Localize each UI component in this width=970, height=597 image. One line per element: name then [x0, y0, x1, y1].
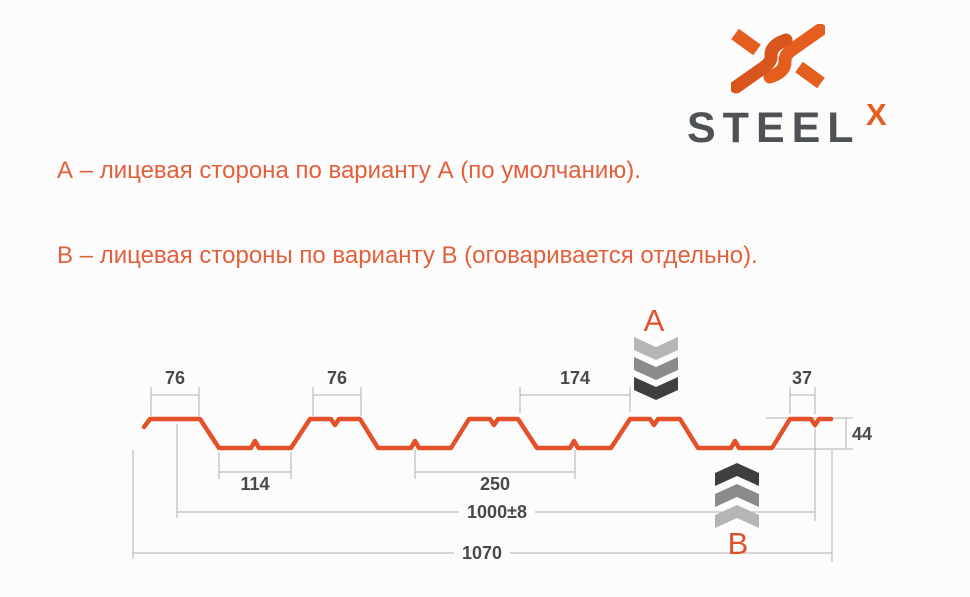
- variant-b-chevrons-icon: [715, 463, 759, 528]
- chevron-down-mid-icon: [634, 357, 678, 380]
- brand-x-suffix: X: [866, 97, 887, 132]
- chevron-up-light-icon: [715, 505, 759, 528]
- logo-arm-top-left: [731, 28, 761, 56]
- dim-valley-bottom: 114: [240, 474, 270, 494]
- logo-arm-bottom-right: [795, 61, 825, 89]
- note-variant-b: В – лицевая стороны по варианту В (огова…: [57, 242, 758, 269]
- logo-hook-upper: [763, 24, 825, 84]
- dim-profile-height: 44: [852, 424, 873, 444]
- dim-crest-spacing: 174: [559, 368, 591, 388]
- dim-overall-width: 1070: [453, 543, 511, 564]
- dim-working-width: 1000±8: [459, 502, 535, 523]
- marker-variant-a: А: [643, 303, 665, 338]
- profile-outline: [141, 416, 834, 451]
- dim-rib-pitch: 250: [479, 474, 511, 494]
- logo-hook-lower: [731, 33, 793, 94]
- brand-wordmark: STEEL: [687, 104, 861, 152]
- dim-crest-top-left: 76: [164, 368, 186, 388]
- marker-variant-b: В: [727, 526, 749, 561]
- chevron-down-light-icon: [634, 337, 678, 360]
- dim-crest-top-mid: 76: [326, 368, 348, 388]
- steelx-x-mark-icon: [731, 24, 825, 94]
- chevron-up-mid-icon: [715, 484, 759, 507]
- variant-a-chevrons-icon: [634, 337, 678, 400]
- dim-edge-lap: 37: [791, 368, 813, 388]
- chevron-down-dark-icon: [634, 377, 678, 400]
- note-variant-a: А – лицевая сторона по варианту А (по ум…: [57, 157, 641, 184]
- chevron-up-dark-icon: [715, 463, 759, 486]
